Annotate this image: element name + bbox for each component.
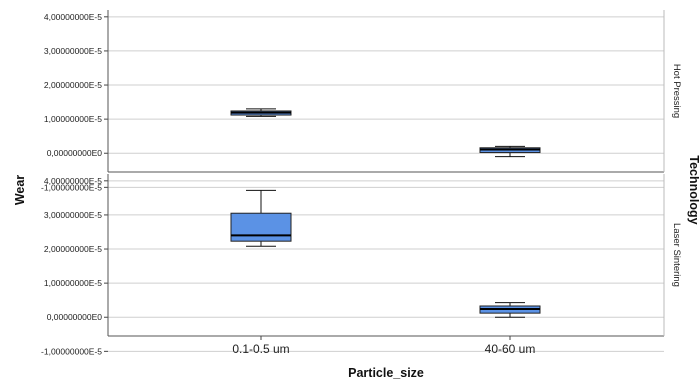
box — [230, 212, 292, 242]
y-tick-label: -1,00000000E-5 — [41, 182, 102, 192]
y-tick-label: 4,00000000E-5 — [44, 12, 102, 22]
facet-axis-title: Technology — [687, 155, 699, 224]
y-tick-label: 2,00000000E-5 — [44, 80, 102, 90]
x-tick-label: 40-60 um — [485, 342, 536, 356]
y-tick-label: 0,00000000E0 — [47, 148, 103, 158]
y-tick-label: 1,00000000E-5 — [44, 114, 102, 124]
y-tick-label: 2,00000000E-5 — [44, 244, 102, 254]
y-tick-label: 3,00000000E-5 — [44, 210, 102, 220]
x-axis-title: Particle_size — [348, 366, 424, 380]
y-tick-label: -1,00000000E-5 — [41, 346, 102, 356]
facet-strip-label: Laser Sintering — [671, 223, 682, 287]
y-tick-label: 3,00000000E-5 — [44, 46, 102, 56]
y-axis-title: Wear — [13, 175, 27, 205]
y-tick-label: 0,00000000E0 — [47, 312, 103, 322]
x-tick-label: 0.1-0.5 um — [232, 342, 289, 356]
y-tick-label: 1,00000000E-5 — [44, 278, 102, 288]
plot-area: -1,00000000E-5 0,00000000E0 1,00000000E-5 2… — [41, 10, 682, 356]
facet-strip-label: Hot Pressing — [671, 64, 682, 118]
y-tick-label: 4,00000000E-5 — [44, 176, 102, 186]
